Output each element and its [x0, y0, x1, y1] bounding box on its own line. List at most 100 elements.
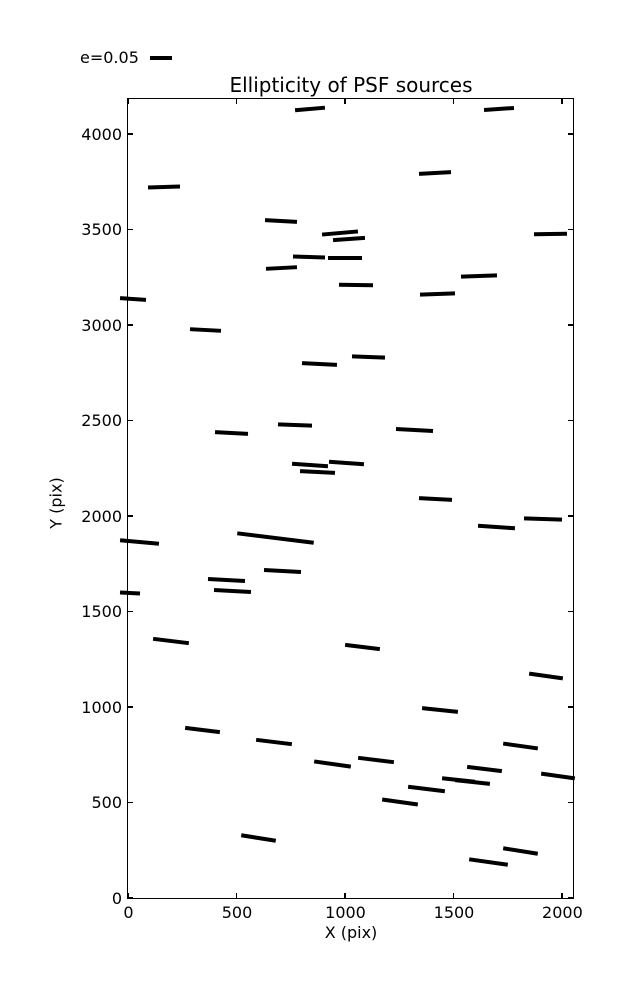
x-tick-mark [127, 893, 129, 898]
ellipticity-whisker [190, 326, 222, 333]
ellipticity-whisker [185, 725, 221, 734]
y-tick-mark [568, 801, 573, 804]
ellipticity-whisker [528, 671, 563, 681]
ellipticity-whisker [215, 430, 249, 436]
ellipticity-whisker [265, 265, 297, 271]
x-tick-mark [235, 99, 238, 104]
ellipticity-whisker [344, 642, 381, 651]
ellipticity-whisker [502, 846, 538, 857]
x-tick-mark [127, 99, 129, 104]
y-tick-label: 3500 [81, 220, 122, 239]
ellipticity-whisker [321, 229, 359, 237]
y-axis-label: Y (pix) [46, 477, 66, 529]
ellipticity-whisker [466, 764, 503, 774]
ellipticity-whisker [314, 759, 352, 769]
ellipticity-whisker [460, 273, 498, 279]
ellipticity-whisker [295, 105, 326, 113]
ellipticity-whisker [352, 354, 386, 360]
y-tick-label: 500 [91, 793, 122, 812]
ellipticity-whisker [540, 771, 575, 781]
ellipticity-whisker [152, 636, 189, 646]
ellipticity-whisker [120, 538, 160, 546]
y-tick-mark [128, 706, 133, 708]
x-tick-mark [344, 99, 346, 104]
ellipticity-whisker [454, 778, 491, 786]
ellipticity-whisker [534, 231, 568, 237]
ellipticity-whisker [213, 587, 251, 594]
y-tick-mark [568, 419, 573, 422]
ellipticity-whisker [292, 254, 325, 260]
x-tick-label: 2000 [542, 903, 583, 922]
plot-inner [119, 99, 575, 899]
ellipticity-whisker [358, 755, 395, 765]
ellipticity-whisker [477, 523, 515, 530]
y-tick-mark [568, 897, 573, 899]
ellipticity-whisker [302, 361, 338, 368]
legend-whisker-sample [150, 56, 172, 60]
ellipticity-whisker [207, 577, 245, 584]
ellipticity-whisker [339, 282, 374, 288]
ellipticity-whisker [396, 427, 434, 434]
x-tick-mark [561, 893, 563, 898]
ellipticity-whisker [418, 496, 453, 502]
ellipticity-whisker [300, 469, 336, 476]
y-tick-mark [128, 324, 133, 326]
y-tick-label: 3000 [81, 315, 122, 335]
y-tick-mark [568, 324, 573, 326]
ellipticity-whisker [265, 218, 298, 224]
ellipticity-whisker [241, 833, 277, 843]
y-tick-mark [128, 610, 133, 613]
y-tick-label: 4000 [81, 124, 122, 144]
y-tick-label: 2500 [81, 411, 122, 430]
y-tick-mark [568, 706, 573, 708]
chart-title: Ellipticity of PSF sources [229, 73, 473, 97]
y-tick-label: 2000 [81, 506, 122, 526]
y-tick-label: 1000 [81, 697, 122, 717]
y-tick-mark [568, 515, 573, 517]
ellipticity-whisker [419, 291, 455, 297]
ellipticity-whisker [263, 567, 301, 574]
ellipticity-whisker [120, 295, 147, 302]
ellipticity-whisker [119, 590, 140, 596]
ellipticity-whisker [502, 741, 538, 751]
y-tick-mark [568, 133, 573, 135]
plot-area [119, 98, 575, 899]
y-tick-label: 0 [111, 888, 122, 908]
ellipticity-whisker [148, 184, 181, 190]
y-tick-mark [128, 133, 133, 135]
ellipticity-whisker [421, 706, 459, 715]
y-tick-mark [128, 419, 133, 422]
x-tick-mark [235, 893, 238, 898]
ellipticity-whisker [419, 169, 452, 176]
x-tick-label: 0 [123, 903, 134, 922]
x-tick-label: 500 [221, 903, 253, 922]
ellipticity-whisker [523, 516, 562, 522]
ellipticity-whisker [407, 785, 446, 794]
x-tick-label: 1000 [325, 903, 366, 922]
ellipticity-whisker [291, 461, 328, 469]
ellipticity-whisker [236, 531, 314, 545]
y-tick-mark [128, 228, 133, 231]
y-tick-mark [128, 515, 133, 517]
ellipticity-whisker [256, 738, 293, 747]
ellipticity-whisker [278, 422, 313, 428]
y-tick-label: 1500 [81, 602, 122, 621]
x-tick-mark [452, 99, 455, 104]
y-tick-mark [568, 228, 573, 231]
legend-label: e=0.05 [80, 48, 139, 67]
ellipticity-whisker [381, 797, 419, 807]
ellipticity-whisker [468, 857, 508, 867]
ellipticity-whisker [329, 459, 365, 467]
ellipticity-whisker [333, 235, 366, 242]
ellipticity-whisker [327, 255, 362, 260]
x-tick-mark [561, 99, 563, 104]
x-axis-label: X (pix) [324, 923, 378, 942]
ellipticity-whisker [483, 106, 514, 113]
y-tick-mark [568, 610, 573, 613]
y-tick-mark [128, 801, 133, 804]
y-tick-mark [128, 897, 133, 899]
x-tick-mark [344, 893, 346, 898]
x-tick-label: 1500 [433, 903, 475, 922]
x-tick-mark [452, 893, 455, 898]
